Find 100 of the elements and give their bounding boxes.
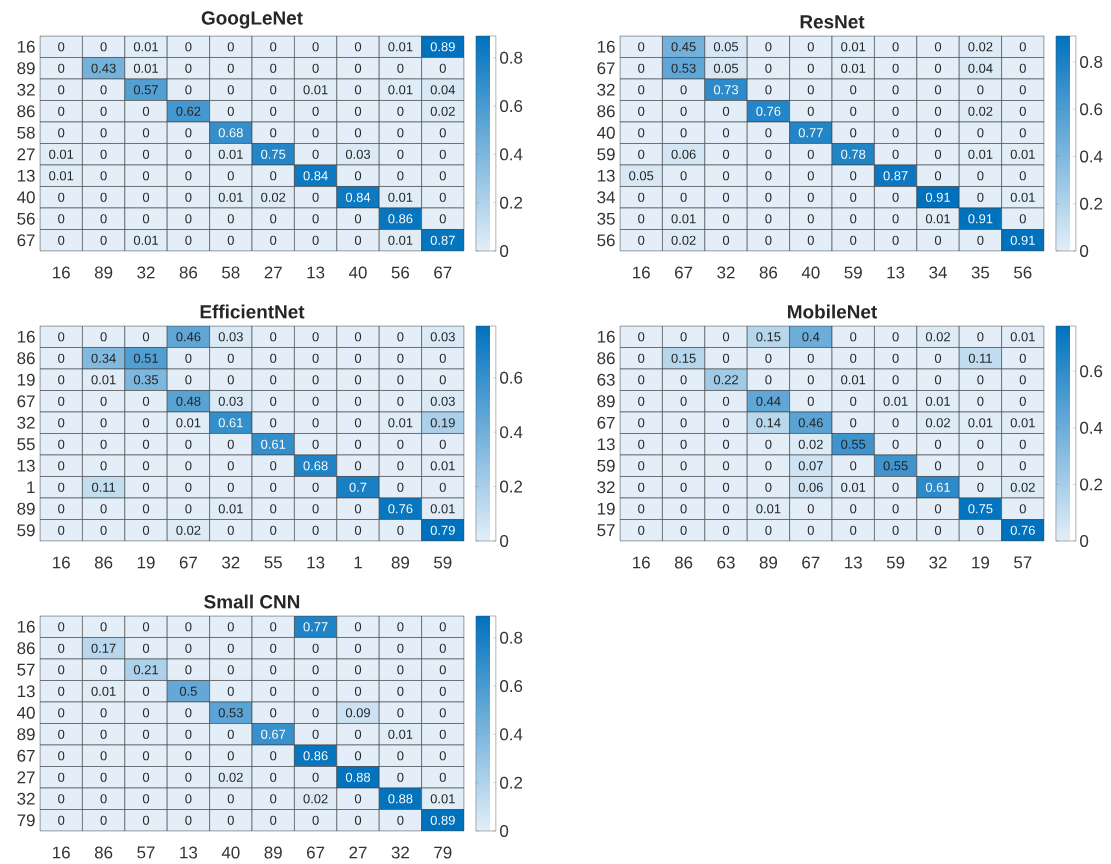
data-label: 0.67: [261, 729, 286, 739]
y-tick-label: 13: [17, 685, 35, 698]
data-label: 0.06: [798, 482, 823, 492]
data-label: 0: [638, 85, 645, 95]
data-label: 0.17: [91, 643, 116, 653]
data-label: 0.55: [841, 439, 866, 449]
data-label: 0: [270, 461, 277, 471]
data-label: 0: [892, 439, 899, 449]
data-label: 0.01: [925, 214, 950, 224]
data-label: 0: [312, 643, 319, 653]
data-label: 0: [722, 214, 730, 224]
data-label: 0: [270, 85, 277, 95]
data-label: 0: [807, 63, 814, 73]
data-label: 0: [58, 375, 65, 385]
data-label: 0: [638, 192, 645, 202]
data-label: 0: [850, 332, 857, 342]
data-label: 0: [638, 504, 645, 514]
data-label: 0: [100, 171, 107, 181]
data-label: 0: [312, 353, 319, 363]
x-tick-label: 16: [53, 266, 70, 279]
data-label: 0: [185, 708, 192, 718]
y-tick-label: 16: [597, 330, 615, 343]
x-tick-label: 67: [802, 556, 820, 569]
data-label: 0.01: [1010, 149, 1035, 159]
data-label: 0: [765, 85, 772, 95]
data-label: 0: [722, 171, 730, 181]
data-label: 0: [185, 171, 192, 181]
x-tick-label: 79: [434, 846, 452, 859]
data-label: 0: [397, 665, 404, 675]
data-label: 0.77: [798, 128, 823, 138]
data-label: 0: [638, 63, 645, 73]
data-label: 0: [312, 214, 319, 224]
data-label: 0.01: [968, 149, 993, 159]
data-label: 0: [934, 235, 942, 245]
data-label: 0.89: [430, 815, 455, 825]
data-label: 0: [142, 214, 150, 224]
data-label: 0: [765, 461, 772, 471]
data-label: 0: [142, 106, 150, 116]
data-label: 0: [142, 439, 150, 449]
data-label: 0: [354, 751, 362, 761]
y-tick-label: 86: [17, 105, 35, 118]
data-label: 0: [892, 85, 899, 95]
data-label: 0: [58, 332, 65, 342]
data-label: 0: [439, 439, 446, 449]
data-label: 0: [142, 815, 150, 825]
data-label: 0.04: [968, 63, 993, 73]
data-label: 0: [1019, 353, 1026, 363]
data-label: 0: [807, 214, 814, 224]
x-tick-label: 57: [1014, 556, 1032, 569]
data-label: 0.44: [756, 396, 781, 406]
y-tick-label: 32: [17, 83, 35, 96]
y-tick-label: 13: [17, 169, 35, 182]
data-label: 0: [58, 815, 65, 825]
color-bar-label: 0.6: [1080, 365, 1103, 378]
data-label: 0: [100, 461, 107, 471]
data-label: 0.53: [218, 708, 243, 718]
y-tick-label: 59: [17, 524, 35, 537]
color-bar-label: 0.4: [1080, 421, 1103, 434]
data-label: 0: [892, 192, 899, 202]
data-label: 0: [227, 461, 234, 471]
data-label: 0.53: [671, 63, 696, 73]
data-label: 0: [722, 235, 730, 245]
data-label: 0: [142, 149, 150, 159]
data-label: 0: [1019, 396, 1026, 406]
data-label: 0: [722, 353, 730, 363]
data-label: 0: [722, 106, 730, 116]
y-tick-label: 89: [17, 502, 35, 515]
data-label: 0.01: [303, 85, 328, 95]
data-label: 0: [892, 214, 899, 224]
data-label: 0.19: [430, 418, 455, 428]
data-label: 0.06: [671, 149, 696, 159]
chart-title: ResNet: [800, 15, 865, 29]
data-label: 0: [680, 439, 687, 449]
data-label: 0: [312, 729, 319, 739]
data-label: 0: [397, 171, 404, 181]
data-label: 0: [142, 794, 150, 804]
data-label: 0.01: [49, 171, 74, 181]
data-label: 0: [934, 525, 942, 535]
data-label: 0: [354, 353, 362, 363]
data-label: 0: [354, 375, 362, 385]
data-label: 0: [354, 332, 362, 342]
data-label: 0: [227, 235, 234, 245]
data-label: 0: [977, 235, 984, 245]
data-label: 0: [142, 332, 150, 342]
data-label: 0.01: [176, 418, 201, 428]
data-label: 0: [892, 504, 899, 514]
data-label: 0: [850, 192, 857, 202]
data-label: 0: [185, 63, 192, 73]
color-bar-label: 0: [500, 244, 509, 257]
data-label: 0: [439, 622, 446, 632]
data-label: 0: [142, 708, 150, 718]
color-bar-label: 0.2: [500, 196, 523, 209]
data-label: 0: [142, 751, 150, 761]
x-tick-label: 59: [886, 556, 905, 569]
data-label: 0: [270, 171, 277, 181]
data-label: 0.01: [388, 42, 413, 52]
data-label: 0: [100, 149, 107, 159]
data-label: 0: [722, 192, 730, 202]
data-label: 0.01: [133, 42, 158, 52]
data-label: 0: [185, 815, 192, 825]
